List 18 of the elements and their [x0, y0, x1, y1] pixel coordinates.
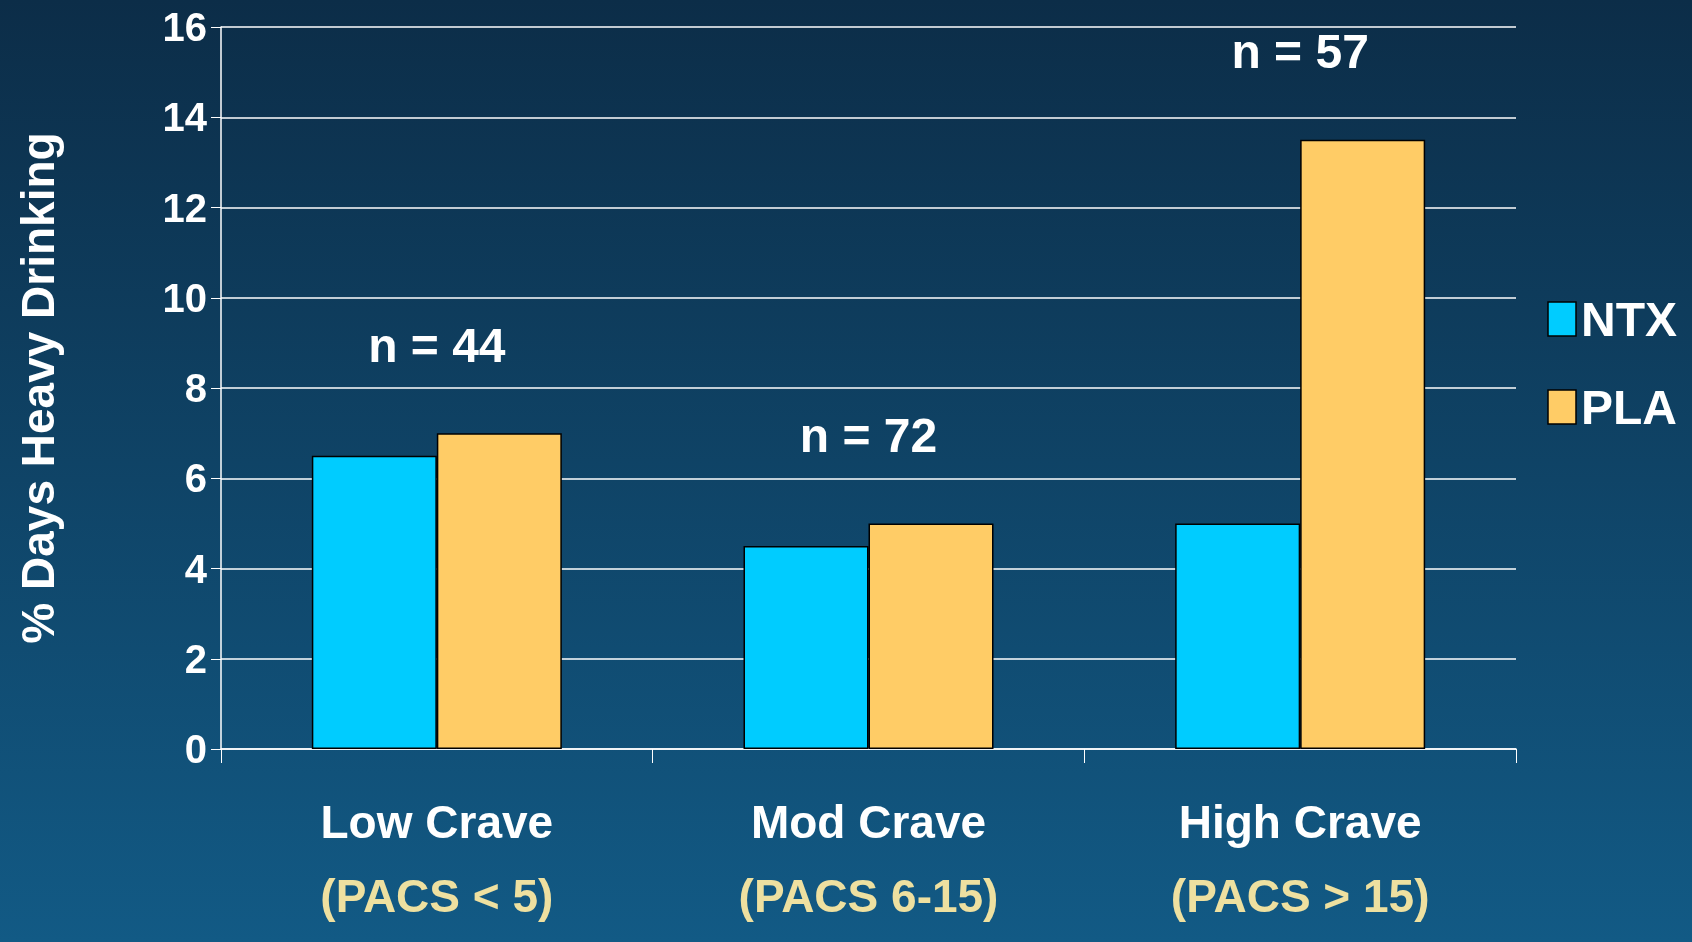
y-tick-label: 2 [184, 636, 207, 681]
y-tick-label: 0 [184, 727, 207, 771]
y-tick-label: 4 [184, 546, 208, 591]
annotation: n = 57 [1231, 25, 1369, 79]
y-tick-label: 12 [162, 185, 207, 230]
y-tick-label: 6 [184, 456, 207, 501]
y-tick-label: 14 [162, 95, 208, 140]
y-tick-label: 8 [184, 366, 207, 410]
y-tick-label: 10 [162, 275, 207, 320]
x-tick-label: Low Crave (PACS < 5) [320, 796, 554, 922]
annotation: n = 44 [368, 318, 506, 372]
x-tick-label: High Crave (PACS > 15) [1170, 796, 1430, 922]
legend-label: PLA [1581, 380, 1677, 434]
annotation: n = 72 [799, 408, 938, 462]
y-axis-title: % Days Heavy Drinking [12, 132, 64, 644]
legend-label: NTX [1581, 292, 1677, 346]
y-tick-label: 16 [162, 5, 207, 49]
x-tick-label: Mod Crave (PACS 6-15) [738, 796, 999, 922]
